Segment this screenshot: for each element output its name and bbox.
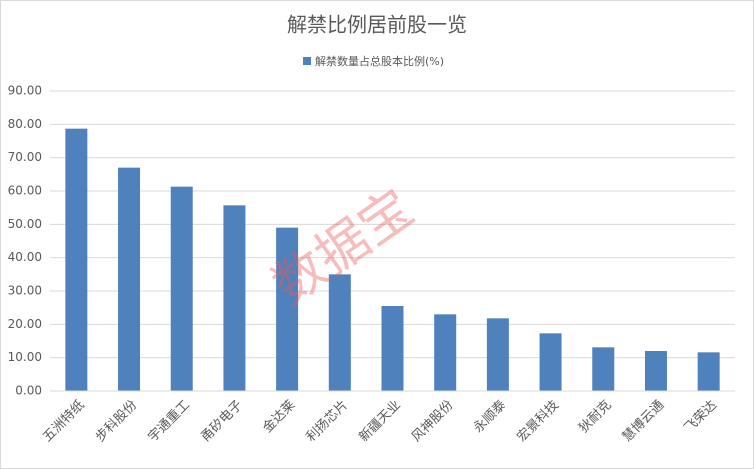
y-tick-label: 70.00 (8, 150, 42, 164)
bar (276, 227, 299, 391)
legend-label: 解禁数量占总股本比例(%) (315, 54, 444, 68)
bar (381, 306, 404, 391)
y-tick-label: 10.00 (8, 350, 42, 364)
bar (118, 167, 141, 391)
y-tick-label: 80.00 (8, 117, 42, 131)
legend-swatch (303, 57, 311, 65)
bar (170, 186, 193, 391)
bar (592, 347, 615, 391)
bar (697, 352, 720, 391)
chart-title: 解禁比例居前股一览 (287, 13, 467, 37)
bar (434, 314, 457, 391)
bar (223, 205, 246, 391)
bar (539, 333, 562, 391)
bar (65, 128, 88, 391)
y-tick-label: 60.00 (8, 184, 42, 198)
y-tick-label: 90.00 (8, 84, 42, 98)
y-tick-label: 50.00 (8, 217, 42, 231)
y-tick-label: 40.00 (8, 250, 42, 264)
y-tick-label: 30.00 (8, 284, 42, 298)
y-tick-label: 20.00 (8, 317, 42, 331)
bar (644, 351, 667, 391)
bar (486, 318, 509, 391)
bar (328, 274, 351, 391)
y-tick-label: 0.00 (15, 384, 42, 398)
